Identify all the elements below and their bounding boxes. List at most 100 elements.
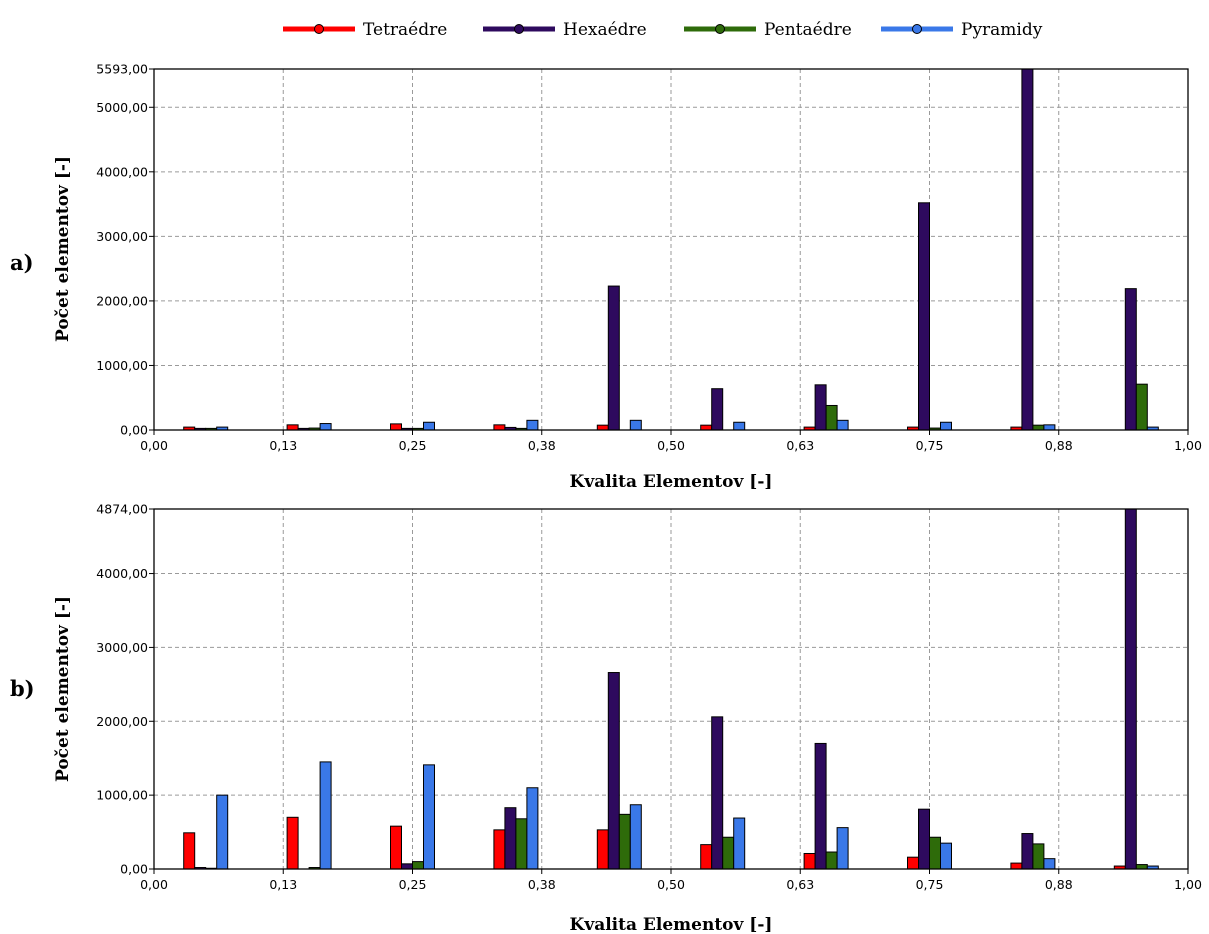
x-tick-label: 0,63 [786,438,814,453]
bar-pentaedre-2 [412,861,424,870]
bar-hexaedre-3 [504,807,517,870]
bar-pentaedre-8 [1032,843,1045,870]
y-axis-title: Počet elementov [-] [53,596,73,782]
legend-marker [912,24,922,34]
legend-label: Hexaédre [563,20,647,40]
bar-hexaedre-9 [1124,508,1137,870]
y-tick-label: 2000,00 [96,714,148,729]
bar-tetraedre-2 [390,825,402,870]
y-tick-label: 0,00 [120,862,148,877]
bar-pyramidy-7 [940,842,952,870]
x-tick-label: 0,25 [399,877,427,892]
y-tick-label: 4000,00 [96,566,148,581]
legend-marker [314,24,324,34]
bar-hexaedre-6 [814,384,827,431]
x-tick-label: 0,50 [657,877,685,892]
bar-hexaedre-2 [401,863,413,870]
x-tick-label: 0,75 [916,438,944,453]
x-tick-label: 0,38 [528,877,556,892]
y-tick-label: 1000,00 [96,788,148,803]
x-axis-title: Kvalita Elementov [-] [570,472,773,492]
legend-label: Tetraédre [363,20,447,40]
x-tick-label: 1,00 [1174,877,1202,892]
x-tick-label: 0,88 [1045,438,1073,453]
y-tick-label: 4874,00 [96,502,148,517]
bar-hexaedre-8 [1021,833,1034,870]
plot-area [154,69,1188,430]
bar-pyramidy-3 [526,419,539,431]
bar-hexaedre-9 [1124,288,1137,431]
bar-hexaedre-8 [1021,68,1034,431]
y-tick-label: 5593,00 [96,62,148,77]
bar-tetraedre-2 [390,423,402,431]
chart-panel-b: 0,00 0,13 0,25 0,38 0,50 0,63 0,75 0,88 1,00 0,00… [10,502,1202,934]
bar-pyramidy-8 [1043,858,1056,870]
x-tick-label: 0,75 [916,877,944,892]
bar-pyramidy-4 [629,419,642,431]
bar-pyramidy-7 [940,421,952,431]
panel-label-a: a) [10,250,34,275]
bar-hexaedre-4 [607,285,620,431]
bar-pentaedre-7 [929,836,941,870]
bar-tetraedre-6 [803,852,816,870]
bar-hexaedre-7 [918,202,930,431]
bar-pentaedre-6 [825,851,838,870]
bar-tetraedre-0 [183,832,196,870]
bar-tetraedre-8 [1010,862,1023,870]
bar-hexaedre-6 [814,742,827,870]
bar-tetraedre-4 [596,829,609,870]
legend-item-pentaedre: Pentaédre [684,20,852,40]
legend: Tetraédre Hexaédre Pentaédre Pyramidy [283,20,1043,40]
x-tick-label: 0,00 [140,877,168,892]
x-tick-label: 0,13 [269,438,297,453]
bar-pyramidy-5 [733,817,746,870]
x-tick-label: 0,38 [528,438,556,453]
x-tick-label: 0,00 [140,438,168,453]
legend-item-tetraedre: Tetraédre [283,20,447,40]
x-tick-label: 0,63 [786,877,814,892]
bar-hexaedre-5 [711,716,724,870]
x-tick-label: 0,50 [657,438,685,453]
bar-tetraedre-3 [493,424,506,431]
y-tick-label: 3000,00 [96,640,148,655]
legend-marker [715,24,725,34]
bar-pyramidy-0 [216,794,229,870]
chart-panel-a: 0,00 0,13 0,25 0,38 0,50 0,63 0,75 0,88 1,00 0,00… [10,62,1202,493]
y-tick-label: 3000,00 [96,229,148,244]
legend-label: Pentaédre [764,20,852,40]
bar-hexaedre-5 [711,388,724,431]
bar-tetraedre-5 [700,844,713,870]
bar-pyramidy-1 [319,423,332,431]
x-tick-label: 1,00 [1174,438,1202,453]
x-axis-title: Kvalita Elementov [-] [570,915,773,934]
x-tick-label: 0,25 [399,438,427,453]
bar-pyramidy-4 [629,804,642,870]
x-tick-label: 0,13 [269,877,297,892]
bar-pyramidy-1 [319,761,332,870]
bar-pentaedre-3 [515,818,528,870]
bar-hexaedre-4 [607,672,620,870]
bar-pentaedre-4 [618,813,631,870]
legend-label: Pyramidy [961,20,1043,40]
y-axis-title: Počet elementov [-] [53,156,73,342]
bar-pentaedre-8 [1032,424,1045,431]
bar-pentaedre-5 [722,836,735,870]
panel-label-b: b) [10,676,35,701]
bar-pentaedre-6 [825,404,838,431]
bar-pyramidy-6 [836,419,849,431]
legend-item-pyramidy: Pyramidy [881,20,1043,40]
bar-tetraedre-1 [286,424,299,431]
bar-hexaedre-7 [918,808,930,870]
bar-pentaedre-9 [1135,864,1148,870]
bar-tetraedre-7 [907,856,919,870]
bar-pyramidy-2 [423,421,435,431]
y-tick-label: 0,00 [120,423,148,438]
x-tick-label: 0,88 [1045,877,1073,892]
legend-item-hexaedre: Hexaédre [483,20,647,40]
y-tick-label: 4000,00 [96,164,148,179]
bar-pyramidy-6 [836,827,849,870]
bar-pyramidy-8 [1043,424,1056,431]
plot-area [154,509,1188,869]
bar-tetraedre-5 [700,424,713,431]
bar-tetraedre-3 [493,829,506,870]
